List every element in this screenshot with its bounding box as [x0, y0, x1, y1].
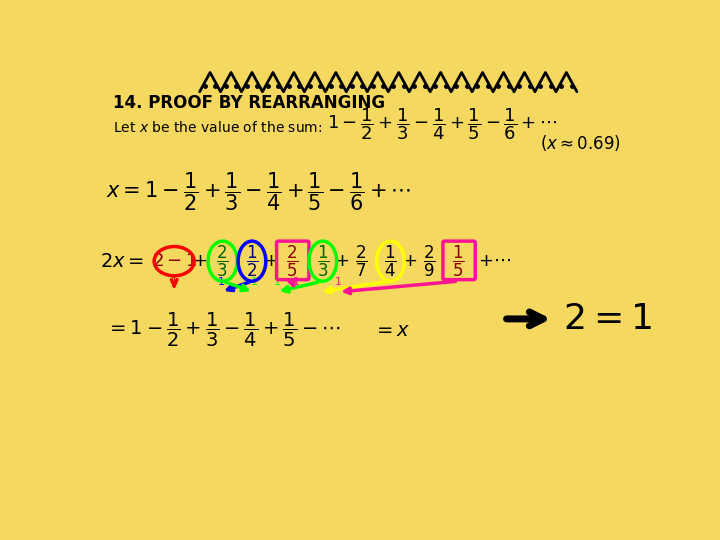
Text: $2-1$: $2-1$ — [151, 252, 197, 270]
Text: $2 = 1$: $2 = 1$ — [563, 302, 652, 336]
Text: $= x$: $= x$ — [373, 321, 410, 340]
Text: $1$: $1$ — [315, 274, 323, 287]
Text: $\dfrac{2}{5}$: $\dfrac{2}{5}$ — [286, 244, 298, 279]
Text: $\dfrac{1}{4}$: $\dfrac{1}{4}$ — [384, 244, 397, 279]
Text: $+$: $+$ — [192, 252, 207, 270]
Text: $1$: $1$ — [292, 274, 300, 287]
Text: Let $x$ be the value of the sum:: Let $x$ be the value of the sum: — [113, 120, 323, 136]
Text: $1$: $1$ — [273, 274, 281, 287]
Text: $+$: $+$ — [402, 252, 418, 270]
Text: $1$: $1$ — [250, 274, 258, 287]
Text: $2x =$: $2x =$ — [99, 252, 143, 271]
Text: $1$: $1$ — [170, 274, 178, 287]
Text: $1$: $1$ — [217, 274, 225, 287]
Text: $\dfrac{2}{7}$: $\dfrac{2}{7}$ — [355, 244, 368, 279]
Text: $\dfrac{1}{5}$: $\dfrac{1}{5}$ — [452, 244, 464, 279]
Text: $\dfrac{2}{3}$: $\dfrac{2}{3}$ — [217, 244, 229, 279]
Text: $\left( x \approx 0.69 \right)$: $\left( x \approx 0.69 \right)$ — [540, 133, 621, 153]
Text: $\dfrac{1}{2}$: $\dfrac{1}{2}$ — [246, 244, 258, 279]
Text: $+$: $+$ — [335, 252, 350, 270]
Text: $\dfrac{2}{9}$: $\dfrac{2}{9}$ — [423, 244, 436, 279]
Text: $+ \cdots$: $+ \cdots$ — [478, 252, 511, 270]
Text: $= 1 - \dfrac{1}{2} + \dfrac{1}{3} - \dfrac{1}{4} + \dfrac{1}{5} - \cdots$: $= 1 - \dfrac{1}{2} + \dfrac{1}{3} - \df… — [106, 312, 341, 349]
Text: 14. PROOF BY REARRANGING: 14. PROOF BY REARRANGING — [113, 94, 385, 112]
Text: $x = 1 - \dfrac{1}{2} + \dfrac{1}{3} - \dfrac{1}{4} + \dfrac{1}{5} - \dfrac{1}{6: $x = 1 - \dfrac{1}{2} + \dfrac{1}{3} - \… — [106, 171, 411, 213]
Text: $\dfrac{1}{3}$: $\dfrac{1}{3}$ — [317, 244, 329, 279]
Text: $+$: $+$ — [263, 252, 278, 270]
Text: $1$: $1$ — [334, 274, 342, 287]
Text: $1-\dfrac{1}{2}+\dfrac{1}{3}-\dfrac{1}{4}+\dfrac{1}{5}-\dfrac{1}{6}+\cdots$: $1-\dfrac{1}{2}+\dfrac{1}{3}-\dfrac{1}{4… — [327, 106, 557, 142]
